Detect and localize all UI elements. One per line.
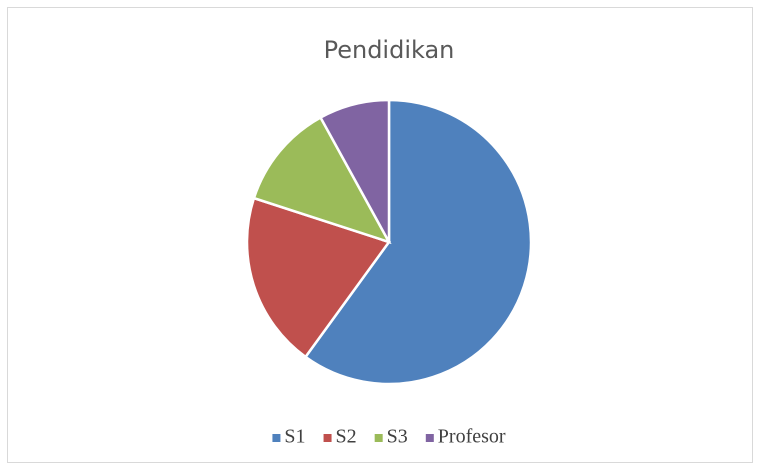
legend-swatch: [374, 434, 383, 442]
chart-title: Pendidikan: [324, 36, 455, 64]
legend-label: S1: [284, 426, 305, 448]
legend-label: S2: [336, 426, 357, 448]
pie-slice: [318, 98, 391, 243]
legend-swatch: [272, 434, 281, 442]
pie-slice: [245, 196, 392, 359]
legend-label: S3: [387, 426, 408, 448]
legend-swatch: [323, 434, 332, 442]
legend-swatch: [425, 434, 434, 442]
pie-slice: [303, 98, 533, 386]
pie-slice: [252, 115, 392, 245]
legend-label: Profesor: [438, 426, 506, 448]
legend: S1 S2 S3 Profesor: [272, 426, 506, 448]
pie: [245, 98, 533, 386]
